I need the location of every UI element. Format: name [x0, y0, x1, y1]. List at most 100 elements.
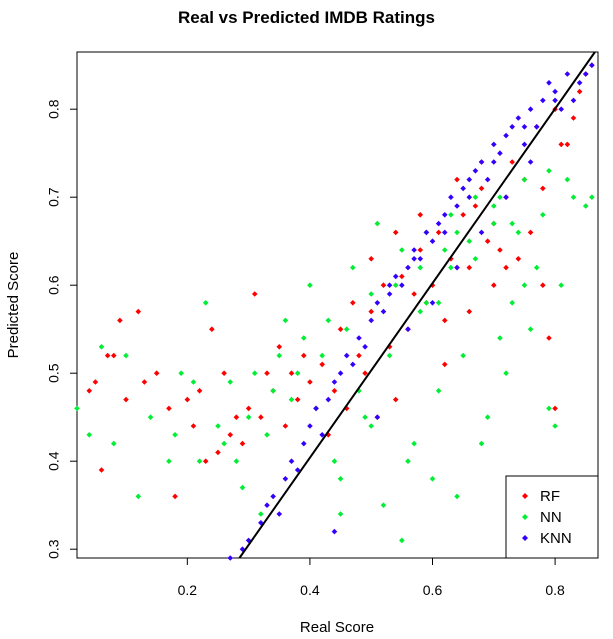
- y-axis-title: Predicted Score: [5, 252, 22, 359]
- point-rf: [233, 414, 240, 420]
- point-knn: [392, 273, 399, 280]
- point-nn: [411, 440, 417, 447]
- point-rf: [227, 432, 234, 438]
- point-rf: [123, 396, 129, 403]
- x-tick-label: 0.8: [545, 582, 565, 598]
- point-nn: [521, 176, 528, 183]
- point-knn: [374, 414, 381, 420]
- point-nn: [380, 502, 387, 508]
- point-nn: [540, 212, 546, 218]
- point-knn: [521, 124, 528, 130]
- point-nn: [368, 291, 375, 297]
- point-rf: [331, 388, 338, 394]
- point-rf: [441, 361, 448, 368]
- point-knn: [570, 97, 577, 104]
- point-knn: [509, 124, 515, 130]
- point-knn: [478, 229, 485, 236]
- point-rf: [215, 449, 221, 456]
- point-rf: [98, 467, 105, 473]
- point-knn: [435, 220, 442, 227]
- point-nn: [374, 220, 381, 227]
- point-nn: [233, 458, 240, 464]
- point-knn: [386, 291, 393, 297]
- point-knn: [270, 493, 276, 500]
- point-rf: [300, 352, 307, 359]
- point-nn: [245, 414, 252, 420]
- x-tick-label: 0.6: [423, 582, 443, 598]
- point-rf: [368, 308, 375, 315]
- point-rf: [282, 423, 289, 429]
- point-knn: [491, 159, 497, 165]
- point-rf: [558, 141, 565, 148]
- point-rf: [515, 256, 522, 262]
- point-nn: [435, 388, 442, 394]
- point-nn: [270, 388, 276, 394]
- point-knn: [411, 256, 417, 262]
- y-tick-label: 0.6: [46, 275, 62, 295]
- point-knn: [368, 317, 375, 324]
- chart-title: Real vs Predicted IMDB Ratings: [178, 8, 435, 27]
- point-nn: [564, 176, 571, 183]
- point-nn: [405, 458, 411, 464]
- point-knn: [337, 370, 344, 376]
- y-tick-label: 0.7: [46, 187, 62, 207]
- point-nn: [110, 440, 117, 447]
- point-rf: [251, 291, 258, 297]
- point-rf: [356, 352, 362, 359]
- point-nn: [435, 300, 442, 306]
- point-knn: [460, 185, 466, 192]
- point-knn: [307, 423, 313, 429]
- point-knn: [589, 62, 595, 68]
- point-rf: [466, 308, 473, 315]
- point-knn: [380, 308, 387, 315]
- point-nn: [258, 511, 264, 517]
- point-rf: [417, 247, 424, 253]
- point-nn: [343, 326, 350, 332]
- point-nn: [448, 212, 454, 218]
- point-rf: [552, 405, 558, 412]
- x-axis: 0.2 0.4 0.6 0.8: [178, 558, 565, 598]
- point-knn: [558, 106, 565, 112]
- point-knn: [441, 229, 448, 236]
- y-axis: 0.3 0.4 0.5 0.6 0.7 0.8: [46, 99, 77, 559]
- point-knn: [313, 405, 319, 412]
- point-nn: [509, 300, 515, 306]
- point-rf: [202, 458, 209, 464]
- point-nn: [399, 247, 405, 253]
- point-nn: [276, 352, 283, 359]
- point-rf: [411, 291, 417, 297]
- point-nn: [135, 493, 142, 500]
- point-knn: [540, 97, 546, 104]
- point-knn: [331, 379, 338, 385]
- point-nn: [466, 238, 473, 244]
- point-nn: [582, 203, 589, 209]
- legend-box: [505, 475, 599, 559]
- y-tick-label: 0.3: [46, 539, 62, 559]
- point-nn: [307, 282, 313, 288]
- point-rf: [570, 115, 577, 121]
- point-rf: [497, 247, 503, 253]
- point-rf: [417, 212, 424, 218]
- legend-label: RF: [540, 488, 560, 505]
- point-rf: [86, 388, 93, 394]
- point-nn: [491, 203, 497, 209]
- point-rf: [386, 344, 393, 350]
- point-nn: [484, 414, 491, 420]
- legend-marker-nn: [522, 514, 528, 520]
- point-rf: [454, 176, 460, 183]
- legend-marker-rf: [522, 493, 528, 499]
- point-rf: [343, 405, 350, 412]
- point-knn: [533, 124, 540, 130]
- point-rf: [540, 185, 546, 192]
- point-rf: [392, 396, 399, 403]
- point-nn: [497, 194, 503, 200]
- point-knn: [497, 150, 503, 156]
- point-knn: [356, 335, 362, 341]
- point-nn: [515, 229, 522, 236]
- point-rf: [484, 238, 491, 244]
- legend-marker-knn: [522, 535, 528, 541]
- point-rf: [307, 379, 313, 385]
- point-rf: [435, 229, 442, 236]
- point-nn: [264, 432, 270, 438]
